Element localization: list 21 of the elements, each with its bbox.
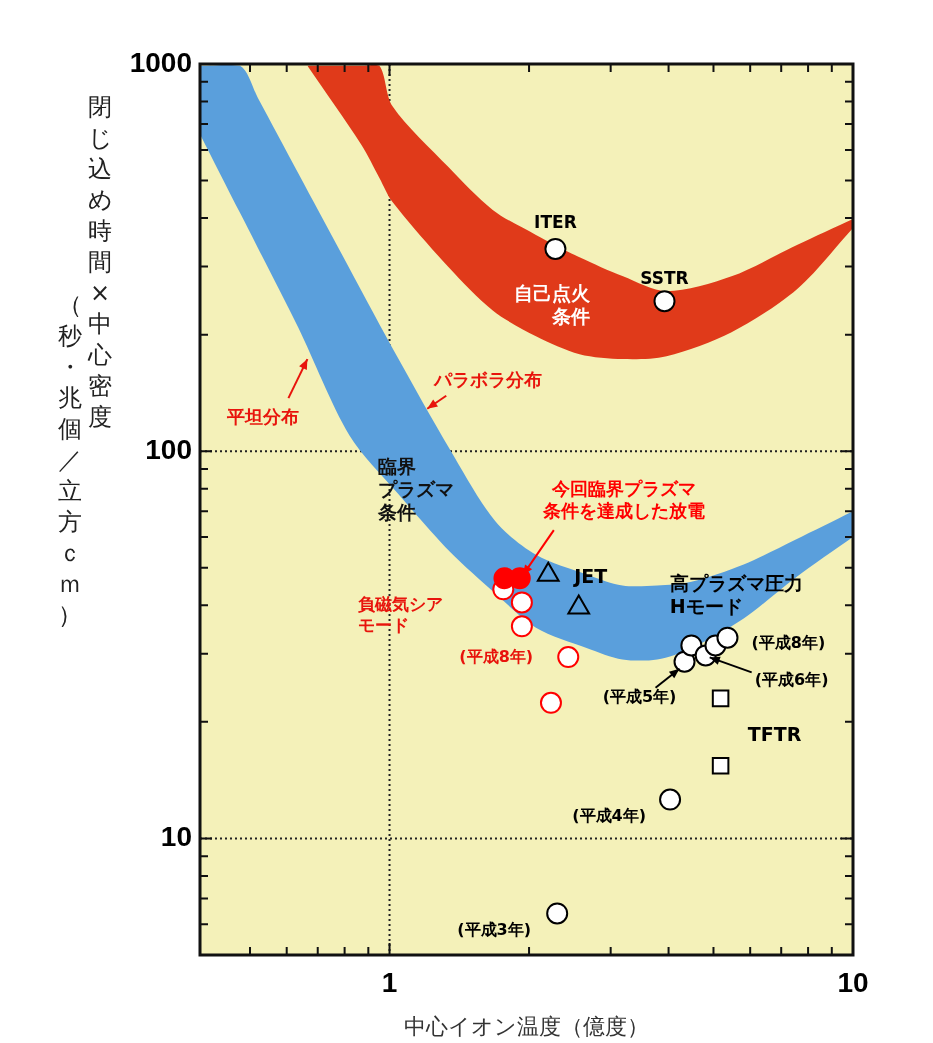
annotation: ITER bbox=[534, 212, 577, 233]
x-axis-title: 中心イオン温度（億度） bbox=[404, 1013, 649, 1039]
annotation: (平成4年) bbox=[572, 805, 646, 825]
annotation: 今回臨界プラズマ条件を達成した放電 bbox=[541, 477, 705, 521]
annotation: JET bbox=[572, 564, 608, 587]
annotation: 負磁気シアモード bbox=[358, 594, 443, 636]
annotation: 自己点火条件 bbox=[514, 281, 591, 327]
annotation: (平成8年) bbox=[751, 632, 826, 652]
annotation: 平坦分布 bbox=[226, 405, 300, 427]
annotation: パラボラ分布 bbox=[433, 369, 543, 391]
annotation: SSTR bbox=[640, 267, 689, 288]
annotation: TFTR bbox=[747, 723, 802, 746]
annotation: (平成3年) bbox=[457, 919, 532, 939]
annotation: (平成5年) bbox=[602, 686, 677, 706]
y-tick-label: 100 bbox=[145, 433, 192, 465]
annotation: (平成8年) bbox=[459, 647, 534, 667]
x-tick-label: 1 bbox=[381, 966, 398, 998]
y-tick-label: 10 bbox=[160, 821, 192, 853]
annotation: 臨界プラズマ条件 bbox=[377, 454, 454, 523]
y-tick-label: 1000 bbox=[129, 46, 192, 78]
annotation: (平成6年) bbox=[754, 669, 829, 689]
